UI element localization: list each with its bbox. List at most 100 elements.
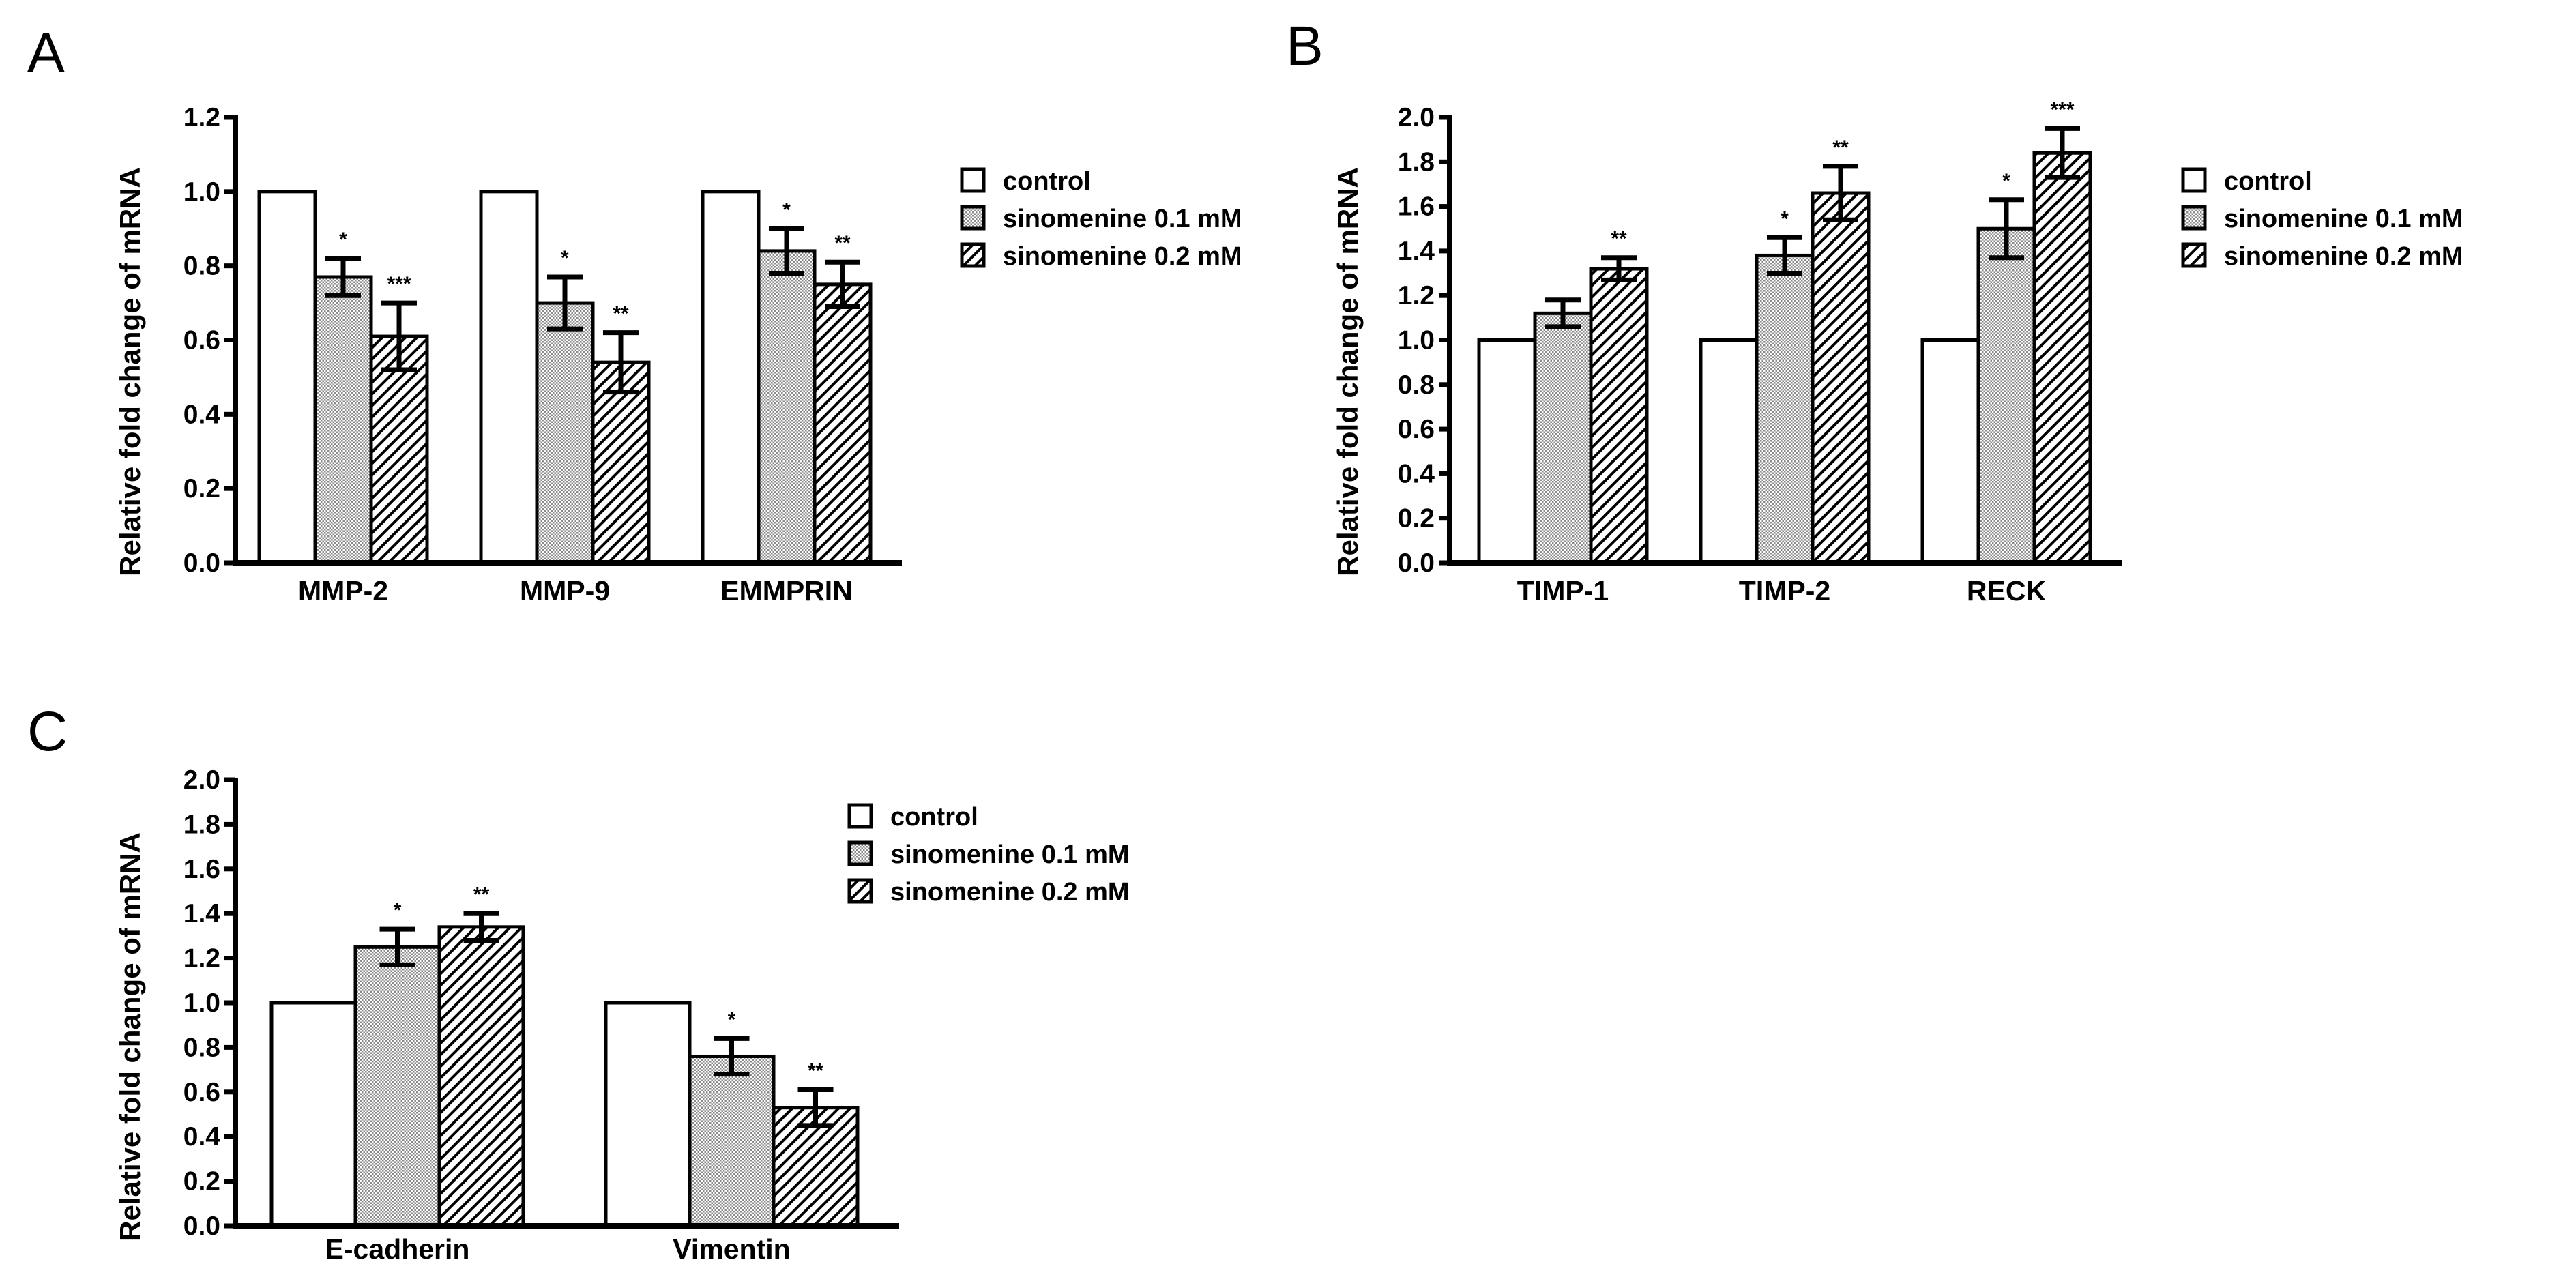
- error-bar-b-1-2: [1823, 164, 1858, 222]
- significance-a-2-2: **: [834, 232, 851, 254]
- legend-item-b-0: control: [2181, 167, 2312, 196]
- bar-c-0-0: [269, 1001, 357, 1228]
- error-bar-a-0-1: [325, 256, 361, 298]
- bar-a-2-0: [701, 190, 761, 565]
- bar-b-1-2: [1811, 191, 1871, 565]
- legend-a: control sinomenine 0.1 mM sinomenine 0.2 m…: [960, 167, 1242, 271]
- bar-b-2-0: [1920, 338, 1980, 565]
- bar-b-2-1: [1976, 226, 2036, 565]
- legend-swatch-b-0: [2181, 167, 2207, 193]
- significance-b-2-1: *: [2002, 170, 2010, 192]
- y-ticks-b: 0.0 0.2 0.4 0.6 0.8 1.0 1.2 1.4 1.6 1.8 2.0: [1398, 103, 1450, 578]
- significance-c-0-1: *: [394, 899, 402, 922]
- axes-a: [233, 115, 902, 566]
- error-bar-c-1-1: [714, 1036, 750, 1077]
- legend-label-a-0: control: [1003, 167, 1091, 196]
- y-tick-label-c-6: 1.2: [184, 944, 220, 973]
- y-tick-label-c-2: 0.4: [184, 1122, 221, 1151]
- y-ticks-a: 0.0 0.2 0.4 0.6 0.8 1.0 1.2: [184, 103, 235, 578]
- legend-swatch-a-1: [960, 205, 986, 231]
- error-bar-c-0-1: [379, 926, 415, 967]
- legend-b: control sinomenine 0.1 mM sinomenine 0.2 m…: [2181, 167, 2463, 271]
- legend-swatch-a-2: [960, 242, 986, 268]
- bar-a-2-2: [813, 282, 873, 565]
- legend-label-b-0: control: [2224, 167, 2312, 196]
- y-tick-label-b-9: 1.8: [1398, 147, 1435, 177]
- categories-a: MMP-2 MMP-9 EMMPRIN: [298, 575, 853, 606]
- legend-item-c-2: sinomenine 0.2 mM: [847, 878, 1130, 907]
- panel-a: A Relative fold change of mRNA 0.0 0.2 0.4…: [27, 22, 1242, 606]
- legend-label-a-1: sinomenine 0.1 mM: [1003, 205, 1242, 233]
- y-tick-label-c-4: 0.8: [184, 1033, 220, 1062]
- y-axis-label-b: Relative fold change of mRNA: [1332, 167, 1364, 576]
- bar-b-0-1: [1533, 311, 1593, 565]
- category-label-b-0: TIMP-1: [1517, 575, 1609, 606]
- error-bar-b-2-1: [1989, 197, 2024, 261]
- bar-b-2-2: [2032, 151, 2092, 565]
- significance-b-0-2: **: [1611, 228, 1627, 250]
- y-tick-label-b-2: 0.4: [1398, 459, 1435, 488]
- bar-a-0-0: [257, 190, 317, 565]
- y-tick-label-c-10: 2.0: [184, 765, 220, 795]
- y-tick-label-c-3: 0.6: [184, 1078, 220, 1107]
- category-label-b-2: RECK: [1967, 575, 2047, 606]
- error-bar-a-2-1: [769, 226, 804, 276]
- legend-label-c-0: control: [890, 803, 978, 832]
- bar-b-1-1: [1755, 253, 1815, 565]
- legend-label-c-2: sinomenine 0.2 mM: [890, 878, 1130, 907]
- legend-item-c-1: sinomenine 0.1 mM: [847, 840, 1130, 869]
- legend-item-a-2: sinomenine 0.2 mM: [960, 242, 1242, 271]
- legend-swatch-c-1: [847, 840, 873, 866]
- panel-c: C Relative fold change of mRNA 0.0 0.2 0.4…: [27, 701, 1130, 1262]
- legend-label-a-2: sinomenine 0.2 mM: [1003, 242, 1242, 271]
- y-tick-label-a-5: 1.0: [184, 177, 220, 207]
- category-label-b-1: TIMP-2: [1739, 575, 1830, 606]
- category-label-a-2: EMMPRIN: [720, 575, 853, 606]
- legend-item-b-2: sinomenine 0.2 mM: [2181, 242, 2463, 271]
- bars-b: *********: [1477, 98, 2092, 565]
- bar-c-1-0: [604, 1001, 692, 1228]
- category-label-c-1: Vimentin: [673, 1233, 790, 1262]
- y-tick-label-b-4: 0.8: [1398, 370, 1435, 400]
- legend-c: control sinomenine 0.1 mM sinomenine 0.2 m…: [847, 803, 1130, 907]
- y-ticks-c: 0.0 0.2 0.4 0.6 0.8 1.0 1.2 1.4 1.6 1.8 2.0: [184, 765, 235, 1241]
- bar-b-0-2: [1589, 267, 1649, 565]
- error-bar-a-0-2: [381, 300, 417, 372]
- legend-item-a-0: control: [960, 167, 1091, 196]
- significance-a-1-2: **: [613, 303, 629, 325]
- y-tick-label-c-1: 0.2: [184, 1167, 220, 1197]
- legend-label-b-2: sinomenine 0.2 mM: [2224, 242, 2463, 271]
- y-tick-label-b-0: 0.0: [1398, 548, 1435, 578]
- significance-c-1-1: *: [728, 1008, 736, 1031]
- bar-b-0-0: [1477, 338, 1537, 565]
- panel-letter-c: C: [27, 701, 68, 763]
- y-tick-label-b-1: 0.2: [1398, 504, 1435, 533]
- significance-b-1-2: **: [1832, 136, 1849, 159]
- bar-a-2-1: [757, 249, 817, 565]
- panel-letter-b: B: [1286, 15, 1323, 77]
- legend-label-b-1: sinomenine 0.1 mM: [2224, 205, 2463, 233]
- y-tick-label-a-2: 0.4: [184, 400, 221, 429]
- legend-item-a-1: sinomenine 0.1 mM: [960, 205, 1242, 233]
- error-bar-a-1-2: [603, 330, 639, 395]
- significance-a-1-1: *: [561, 247, 569, 269]
- y-tick-label-c-0: 0.0: [184, 1212, 220, 1241]
- panel-b: B Relative fold change of mRNA 0.0 0.2 0.4…: [1286, 15, 2463, 606]
- bar-a-1-1: [535, 301, 595, 565]
- y-tick-label-c-9: 1.8: [184, 810, 220, 839]
- error-bar-b-0-1: [1545, 297, 1581, 329]
- y-tick-label-b-5: 1.0: [1398, 326, 1435, 355]
- y-tick-label-b-10: 2.0: [1398, 103, 1435, 132]
- y-tick-label-a-0: 0.0: [184, 548, 220, 578]
- legend-swatch-a-0: [960, 167, 986, 193]
- legend-item-c-0: control: [847, 803, 978, 832]
- error-bar-a-2-2: [825, 259, 860, 310]
- category-label-a-0: MMP-2: [298, 575, 388, 606]
- significance-b-2-2: ***: [2050, 98, 2074, 121]
- y-axis-label-c: Relative fold change of mRNA: [114, 832, 146, 1242]
- axes-b: [1447, 115, 2122, 566]
- significance-b-1-1: *: [1781, 207, 1789, 230]
- axes-c: [233, 778, 899, 1229]
- significance-c-1-2: **: [808, 1060, 824, 1083]
